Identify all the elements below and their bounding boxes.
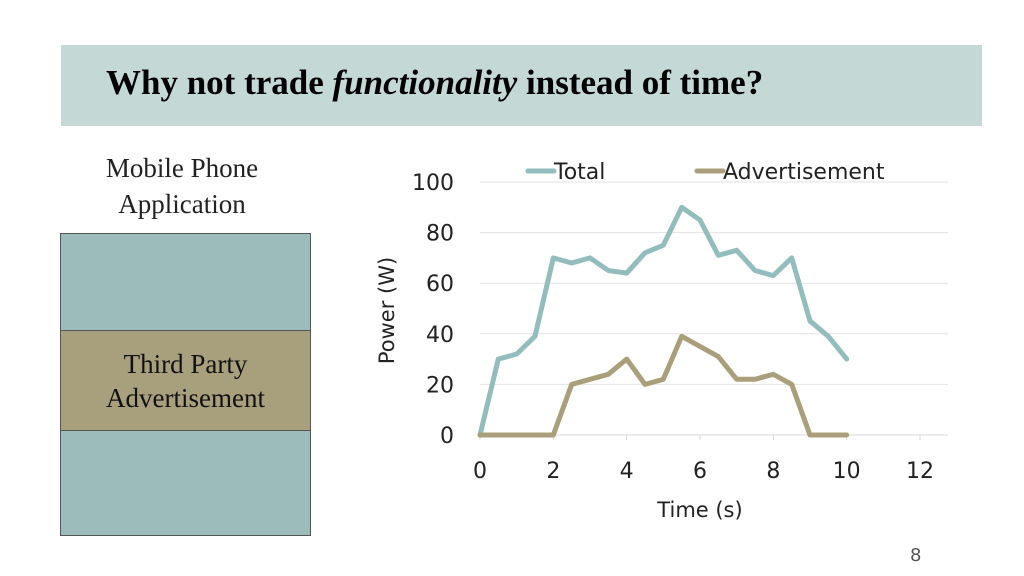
legend-label-advertisement: Advertisement: [723, 160, 885, 185]
x-tick-label-6: 6: [693, 459, 707, 484]
y-axis-title: Power (W): [375, 257, 399, 364]
y-tick-label-40: 40: [426, 323, 454, 348]
y-tick-label-100: 100: [412, 171, 454, 196]
series-line-total: [477, 204, 850, 438]
y-tick-label-60: 60: [426, 272, 454, 297]
x-tick-label-2: 2: [546, 459, 560, 484]
power-chart: 0 20 40 60 80 100 0 2 4 6 8 10 12 Time (s) Power (W) To…: [375, 160, 948, 522]
y-tick-label-20: 20: [426, 373, 454, 398]
phone-diagram: Third Party Advertisement: [60, 233, 311, 536]
ad-label-line1: Third Party: [123, 348, 248, 379]
x-axis-title: Time (s): [656, 498, 742, 522]
x-tick-label-0: 0: [473, 459, 487, 484]
series-line-advertisement: [477, 333, 850, 438]
legend-label-total: Total: [553, 160, 605, 185]
x-tick-label-4: 4: [620, 459, 634, 484]
y-tick-label-80: 80: [426, 222, 454, 247]
ad-label-line2: Advertisement: [106, 382, 265, 413]
advertisement-region: Third Party Advertisement: [61, 330, 310, 431]
title-emphasis: functionality: [332, 63, 518, 102]
y-tick-label-0: 0: [440, 424, 454, 449]
x-tick-label-12: 12: [906, 459, 934, 484]
title-before: Why not trade: [106, 63, 333, 102]
slide-title: Why not trade functionality instead of t…: [106, 63, 763, 103]
title-band: Why not trade functionality instead of t…: [61, 45, 982, 126]
title-after: instead of time?: [517, 63, 764, 102]
x-tick-label-10: 10: [833, 459, 861, 484]
x-tick-label-8: 8: [766, 459, 780, 484]
phone-caption: Mobile Phone Application: [105, 153, 259, 219]
slide-number: 8: [910, 545, 922, 566]
